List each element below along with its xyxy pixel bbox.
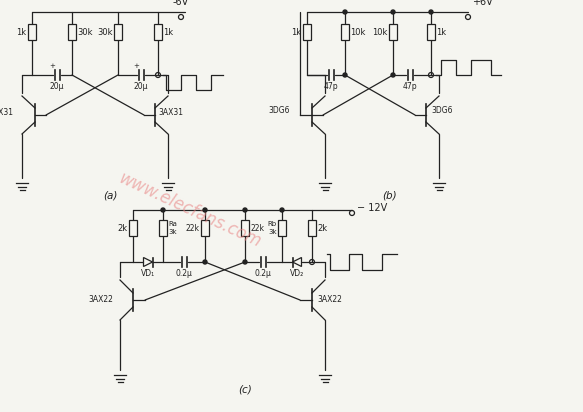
Circle shape [280, 208, 284, 212]
Text: 10k: 10k [372, 28, 388, 37]
Text: 30k: 30k [97, 28, 113, 37]
Circle shape [429, 10, 433, 14]
Text: 47p: 47p [324, 82, 338, 91]
Text: +6V: +6V [472, 0, 493, 7]
Text: 1k: 1k [16, 28, 26, 37]
Text: Rb: Rb [268, 221, 277, 227]
Text: 20μ: 20μ [50, 82, 64, 91]
Bar [129, 220, 137, 236]
Bar [201, 220, 209, 236]
Text: 47p: 47p [403, 82, 417, 91]
Circle shape [203, 260, 207, 264]
Text: 3AX31: 3AX31 [0, 108, 13, 117]
Circle shape [391, 73, 395, 77]
Text: 3DG6: 3DG6 [269, 105, 290, 115]
Circle shape [243, 208, 247, 212]
Bar [159, 220, 167, 236]
Text: Ra: Ra [168, 221, 177, 227]
Bar [154, 24, 162, 40]
Text: 3AX22: 3AX22 [317, 295, 342, 304]
Text: 22k: 22k [251, 223, 265, 232]
Text: +: + [134, 63, 139, 69]
Text: 1k: 1k [163, 28, 174, 37]
Circle shape [343, 73, 347, 77]
Circle shape [203, 208, 207, 212]
Circle shape [161, 208, 165, 212]
Circle shape [391, 10, 395, 14]
Bar [241, 220, 249, 236]
Text: 0.2μ: 0.2μ [175, 269, 192, 278]
Text: 1k: 1k [437, 28, 447, 37]
Text: (a): (a) [103, 190, 117, 200]
Text: 0.2μ: 0.2μ [255, 269, 272, 278]
Bar [278, 220, 286, 236]
Text: www.elecfans.com: www.elecfans.com [116, 169, 264, 251]
Circle shape [243, 260, 247, 264]
Bar [341, 24, 349, 40]
Text: 3k: 3k [168, 229, 177, 235]
Text: − 12V: − 12V [357, 203, 387, 213]
Text: 3DG6: 3DG6 [431, 105, 452, 115]
Bar [28, 24, 36, 40]
Text: 2k: 2k [318, 223, 328, 232]
Text: (b): (b) [382, 190, 397, 200]
Text: -6V: -6V [173, 0, 189, 7]
Text: 3AX31: 3AX31 [158, 108, 183, 117]
Text: 2k: 2k [117, 223, 128, 232]
Text: 10k: 10k [350, 28, 366, 37]
Text: 3AX22: 3AX22 [88, 295, 113, 304]
Text: VD₂: VD₂ [290, 269, 304, 278]
Text: 1k: 1k [292, 28, 301, 37]
Bar [114, 24, 122, 40]
Bar [303, 24, 311, 40]
Bar [389, 24, 397, 40]
Text: 20μ: 20μ [134, 82, 148, 91]
Circle shape [343, 10, 347, 14]
Text: 3k: 3k [268, 229, 277, 235]
Bar [68, 24, 76, 40]
Text: +: + [50, 63, 55, 69]
Text: 30k: 30k [78, 28, 93, 37]
Bar [427, 24, 435, 40]
Bar [308, 220, 316, 236]
Text: VD₁: VD₁ [141, 269, 155, 278]
Text: 22k: 22k [185, 223, 199, 232]
Text: (c): (c) [238, 385, 252, 395]
